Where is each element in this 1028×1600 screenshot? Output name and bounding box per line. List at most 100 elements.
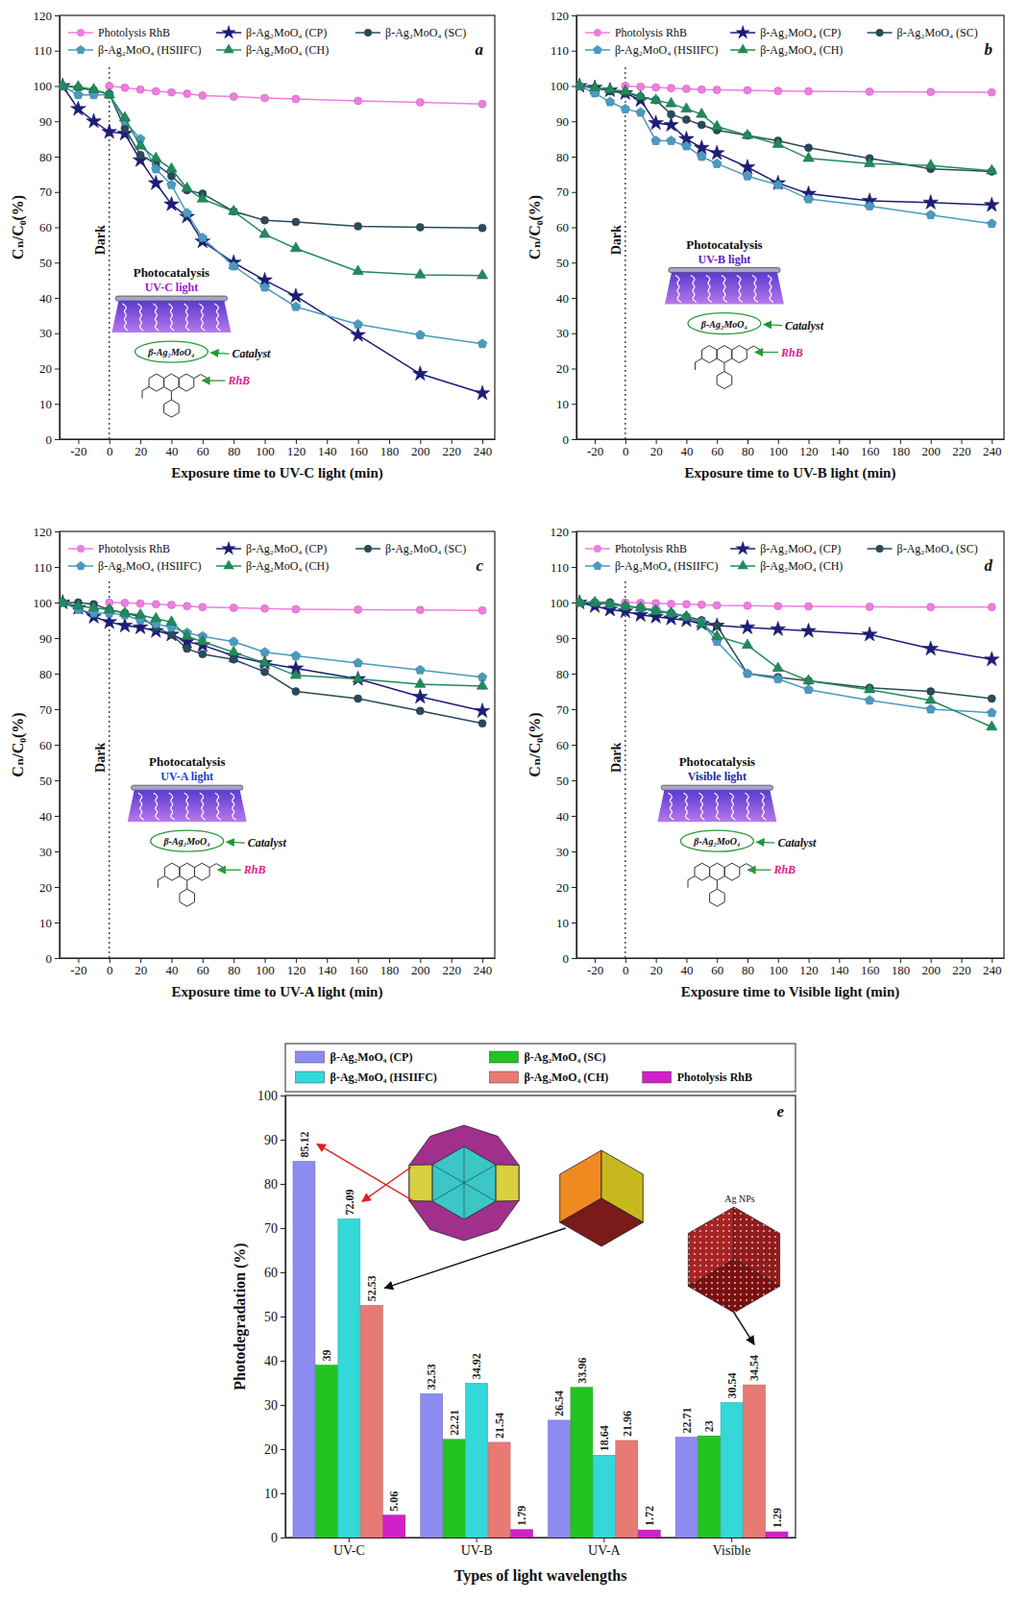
series-marker <box>772 138 784 148</box>
series-marker <box>576 79 586 90</box>
data-label: 22.21 <box>447 1409 462 1436</box>
catalyst-arrow <box>226 841 245 843</box>
y-tick-label: 10 <box>39 396 52 412</box>
series-marker <box>648 115 664 130</box>
series-marker <box>801 622 817 637</box>
series-marker <box>478 606 487 614</box>
legend-item: β-Ag₂MoO₄ (CH) <box>216 43 329 57</box>
molecule-bond <box>171 391 172 400</box>
molecule-ring <box>694 862 710 881</box>
series-marker <box>59 79 69 90</box>
legend-item: β-Ag₂MoO₄ (SC) <box>489 1050 606 1064</box>
data-label: 1.29 <box>770 1507 784 1528</box>
photocatalysis-inset: PhotocatalysisUV-A lightβ-Ag₂MoO₄Catalys… <box>127 754 288 906</box>
x-tick: 120 <box>287 957 307 978</box>
y-tick: 100 <box>257 1088 286 1103</box>
y-tick-mark <box>54 192 60 194</box>
legend-label: β-Ag₂MoO₄ (CP) <box>245 25 327 40</box>
lamp-beam <box>657 789 777 822</box>
series-marker <box>681 102 692 113</box>
legend-label: β-Ag₂MoO₄ (CH) <box>523 1070 609 1084</box>
series-marker <box>926 704 936 713</box>
y-tick-label: 0 <box>46 951 53 966</box>
x-tick-label: 200 <box>921 443 941 459</box>
legend-item: β-Ag₂MoO₄ (CP) <box>216 540 327 556</box>
legend-item: β-Ag₂MoO₄ (HSIIFC) <box>585 43 718 57</box>
y-tick-label: 40 <box>264 1353 278 1369</box>
y-tick: 60 <box>264 1265 286 1280</box>
series-marker <box>197 233 208 243</box>
y-tick-mark <box>54 815 60 817</box>
lamp-wave <box>122 303 128 331</box>
x-tick: 160 <box>860 957 881 978</box>
y-tick: 20 <box>264 1442 286 1457</box>
x-tick: 0 <box>622 957 630 978</box>
y-axis: 0102030405060708090100110120 <box>550 8 578 447</box>
legend-label: β-Ag₂MoO₄ (CP) <box>759 541 841 556</box>
y-tick-label: 110 <box>33 560 52 575</box>
molecule-ring <box>178 373 195 392</box>
x-axis-line <box>577 957 1005 959</box>
lamp-wave <box>183 303 190 331</box>
series-marker <box>476 679 488 689</box>
data-label: 85.12 <box>297 1130 312 1157</box>
x-tick-label: 240 <box>473 962 493 978</box>
polyhedron-face <box>432 1146 496 1220</box>
series-marker <box>711 630 723 640</box>
x-tick-label: 100 <box>255 962 275 978</box>
y-tick: 70 <box>556 702 577 717</box>
bar <box>383 1515 406 1538</box>
x-axis: -20020406080100120140160180200220240 <box>60 957 496 978</box>
photocatalysis-inset: PhotocatalysisUV-B lightβ-Ag₂MoO₄Catalys… <box>664 237 825 390</box>
series-marker <box>164 195 180 211</box>
x-tick-label: -20 <box>70 443 87 459</box>
dark-label: Dark <box>93 224 108 255</box>
y-tick-label: 10 <box>39 915 52 931</box>
legend-label: β-Ag₂MoO₄ (CH) <box>245 43 329 57</box>
bar <box>743 1384 766 1538</box>
x-tick: -20 <box>70 957 87 978</box>
x-tick: 0 <box>106 957 114 978</box>
y-tick: 0 <box>562 432 578 447</box>
bar <box>338 1218 361 1538</box>
legend-label: β-Ag₂MoO₄ (SC) <box>897 541 979 556</box>
x-axis: -20020406080100120140160180200220240 <box>577 957 1005 978</box>
y-tick-label: 0 <box>270 1530 278 1545</box>
y-tick-mark <box>571 780 577 782</box>
series-marker <box>166 615 177 626</box>
y-tick-label: 20 <box>556 361 569 376</box>
y-tick-mark <box>54 709 60 710</box>
series-marker <box>257 655 273 670</box>
x-axis-title: Exposure time to UV-C light (min) <box>171 465 384 482</box>
y-tick: 10 <box>264 1486 286 1501</box>
y-tick-label: 60 <box>556 737 569 753</box>
data-label: 18.64 <box>597 1424 612 1451</box>
y-tick-mark <box>54 262 60 264</box>
y-tick-mark <box>54 602 60 604</box>
y-tick: 50 <box>264 1309 286 1324</box>
series-marker <box>927 88 935 97</box>
series-marker <box>665 97 677 107</box>
catalyst-formula: β-Ag₂MoO₄ <box>146 346 195 358</box>
y-tick: 60 <box>39 220 60 235</box>
series-marker <box>697 121 706 129</box>
x-tick-label: 40 <box>165 962 178 978</box>
series-marker <box>150 611 162 622</box>
x-tick: 200 <box>411 957 431 978</box>
series-marker <box>167 88 175 97</box>
y-tick: 50 <box>39 255 60 270</box>
y-tick-label: 100 <box>33 78 53 94</box>
molecule-ring <box>179 888 196 906</box>
series-marker <box>696 107 708 118</box>
y-tick-mark <box>54 566 60 568</box>
series-marker <box>864 157 876 168</box>
lamp-wave <box>215 792 221 820</box>
y-tick: 110 <box>33 560 60 575</box>
series-marker <box>415 678 426 688</box>
x-tick-label: 140 <box>830 443 850 459</box>
bar <box>720 1402 743 1538</box>
series-line <box>62 602 483 686</box>
y-tick-label: 80 <box>556 666 569 682</box>
series-marker <box>416 97 424 106</box>
y-tick-mark <box>571 815 577 817</box>
